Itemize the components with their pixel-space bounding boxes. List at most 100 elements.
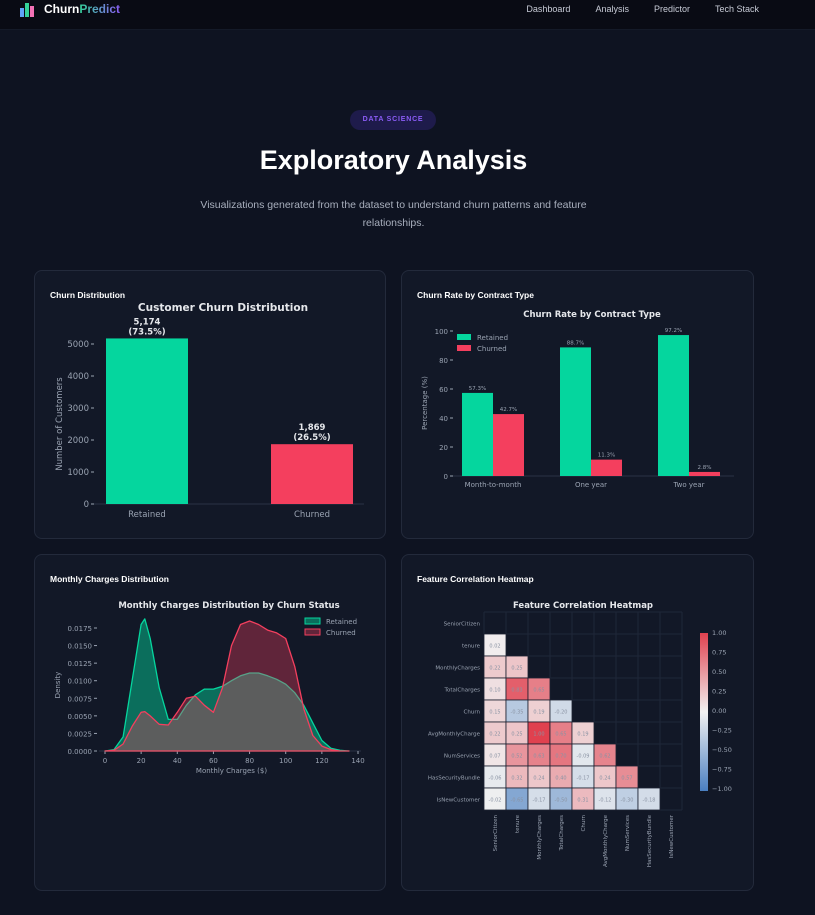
y-tick-label: 0.0050 xyxy=(68,713,93,721)
cell-value: 0.24 xyxy=(533,776,544,782)
cell-value: -0.65 xyxy=(511,798,524,804)
colorbar-tick-label: −1.00 xyxy=(712,785,732,793)
colorbar-tick-label: −0.50 xyxy=(712,746,732,754)
y-tick-label: 2000 xyxy=(67,436,89,446)
bar-retained xyxy=(106,338,188,504)
colorbar-tick-label: 1.00 xyxy=(712,629,726,637)
column-label: tenure xyxy=(515,814,521,833)
density-retained xyxy=(104,618,350,752)
data-label: (26.5%) xyxy=(293,433,330,443)
chart-title: Feature Correlation Heatmap xyxy=(513,601,653,611)
column-label: SeniorCitizen xyxy=(493,814,499,851)
page-title: Exploratory Analysis xyxy=(259,145,528,175)
x-tick-label: Two year xyxy=(673,481,705,489)
nav-link-dashboard[interactable]: Dashboard xyxy=(526,4,571,14)
cell-value: 0.07 xyxy=(489,754,500,760)
correlation-heatmap-card: Feature Correlation Heatmap 0.02 0.22 0.25… xyxy=(401,554,754,891)
cell-value: -0.35 xyxy=(511,710,524,716)
cell-value: -0.02 xyxy=(489,798,502,804)
x-tick-label: 60 xyxy=(209,757,218,765)
x-axis-label: Monthly Charges ($) xyxy=(196,767,267,775)
cell-value: -0.09 xyxy=(577,754,590,760)
row-label: SeniorCitizen xyxy=(444,622,481,628)
cell-value: 1.00 xyxy=(533,732,544,738)
bar-churned xyxy=(689,471,720,476)
row-label: Churn xyxy=(464,710,481,716)
data-label: 1,869 xyxy=(299,423,326,433)
y-tick-label: 0.0025 xyxy=(68,730,93,738)
legend-label: Churned xyxy=(477,345,507,353)
data-label: 57.3% xyxy=(469,386,486,392)
nav-link-analysis[interactable]: Analysis xyxy=(595,4,629,14)
churn-distribution-card: Churn Distribution 0 1000 2000 3000 4000 5000… xyxy=(34,270,386,539)
y-tick-label: 1000 xyxy=(67,468,89,478)
x-tick-label: Month-to-month xyxy=(465,481,522,489)
column-label: TotalCharges xyxy=(559,815,565,852)
y-tick-label: 0.0000 xyxy=(68,748,93,756)
data-label: 97.2% xyxy=(665,328,682,334)
bar-churned xyxy=(493,414,524,476)
colorbar-tick-label: −0.25 xyxy=(712,727,732,735)
logo-chart-icon xyxy=(20,3,34,17)
y-tick-label: 0.0175 xyxy=(68,625,93,633)
cell-value: 0.57 xyxy=(621,776,632,782)
colorbar-tick-label: −0.75 xyxy=(712,766,732,774)
column-label: MonthlyCharges xyxy=(537,815,543,860)
density-churned xyxy=(104,620,350,752)
cell-value: 0.32 xyxy=(511,776,522,782)
churn-distribution-chart: 0 1000 2000 3000 4000 5000 Retained 5,174(73.5%… xyxy=(55,302,364,520)
column-label: NumServices xyxy=(625,815,631,851)
top-nav: ChurnPredict Dashboard Analysis Predicto… xyxy=(0,0,815,30)
card-title: Churn Rate by Contract Type xyxy=(417,290,534,300)
y-tick-label: 5000 xyxy=(67,340,89,350)
nav-link-tech-stack[interactable]: Tech Stack xyxy=(714,4,759,14)
column-label: AvgMonthlyCharge xyxy=(603,814,609,867)
x-tick-label: 120 xyxy=(315,757,328,765)
colorbar-tick-label: 0.75 xyxy=(712,649,726,657)
y-tick-label: 0.0100 xyxy=(68,678,93,686)
cell-value: 0.52 xyxy=(511,754,522,760)
legend-swatch xyxy=(457,345,471,351)
cell-value: 0.65 xyxy=(555,732,566,738)
cell-value: 0.22 xyxy=(489,666,500,672)
data-label: (73.5%) xyxy=(128,327,165,337)
data-label: 2.8% xyxy=(698,465,712,471)
x-tick-label: 140 xyxy=(351,757,364,765)
legend-swatch xyxy=(457,334,471,340)
data-label: 5,174 xyxy=(134,317,161,327)
data-label: 88.7% xyxy=(567,340,584,346)
y-tick-label: 40 xyxy=(439,415,448,423)
cell-value: -0.30 xyxy=(621,798,634,804)
cell-value: -0.12 xyxy=(599,798,612,804)
data-label: 11.3% xyxy=(598,453,615,459)
cell-value: -0.17 xyxy=(577,776,590,782)
cell-value: -0.18 xyxy=(643,798,656,804)
cell-value: 0.19 xyxy=(577,732,588,738)
nav-link-predictor[interactable]: Predictor xyxy=(653,4,690,14)
bar-churned xyxy=(591,459,622,476)
colorbar xyxy=(700,633,708,791)
row-label: AvgMonthlyCharge xyxy=(428,732,481,738)
y-tick-label: 0.0075 xyxy=(68,695,93,703)
brand-logo[interactable]: ChurnPredict xyxy=(44,2,120,16)
row-label: NumServices xyxy=(444,754,480,760)
cell-value: 0.24 xyxy=(599,776,610,782)
cell-value: 0.62 xyxy=(599,754,610,760)
row-label: TotalCharges xyxy=(444,688,481,694)
column-label: IsNewCustomer xyxy=(669,814,675,858)
legend-label: Churned xyxy=(326,629,356,637)
cell-value: 0.22 xyxy=(489,732,500,738)
section-badge: DATA SCIENCE xyxy=(350,110,436,130)
y-tick-label: 4000 xyxy=(67,372,89,382)
y-tick-label: 80 xyxy=(439,357,448,365)
brand-name-accent: Predict xyxy=(79,2,121,16)
cell-value: 0.25 xyxy=(511,732,522,738)
legend-swatch xyxy=(304,617,321,625)
row-label: tenure xyxy=(462,644,481,650)
row-label: IsNewCustomer xyxy=(437,798,481,804)
chart-title: Customer Churn Distribution xyxy=(138,302,308,314)
legend-label: Retained xyxy=(326,618,357,626)
x-tick-label: 0 xyxy=(103,757,107,765)
monthly-charges-chart: 0.0000 0.0025 0.0050 0.0075 0.0100 0.0125 0.01… xyxy=(54,601,365,775)
cell-value: 0.15 xyxy=(489,710,500,716)
